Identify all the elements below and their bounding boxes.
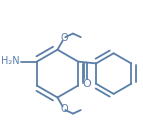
Text: O: O (60, 104, 68, 114)
Text: H₂N: H₂N (1, 56, 19, 66)
Text: O: O (60, 33, 68, 43)
Text: O: O (83, 79, 92, 89)
